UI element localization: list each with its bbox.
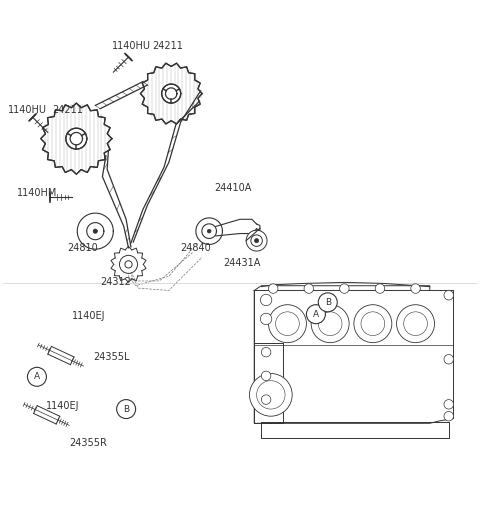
Circle shape bbox=[257, 380, 285, 409]
Text: B: B bbox=[324, 298, 331, 307]
Text: A: A bbox=[313, 310, 319, 319]
Text: 24355L: 24355L bbox=[93, 352, 130, 362]
Circle shape bbox=[411, 284, 420, 293]
Text: 24312: 24312 bbox=[100, 277, 131, 287]
Circle shape bbox=[261, 294, 272, 305]
Text: 1140HU: 1140HU bbox=[112, 41, 151, 51]
Circle shape bbox=[207, 230, 211, 233]
Circle shape bbox=[375, 284, 384, 293]
Circle shape bbox=[311, 304, 349, 343]
Circle shape bbox=[306, 304, 325, 324]
Circle shape bbox=[93, 229, 97, 233]
Circle shape bbox=[354, 304, 392, 343]
Circle shape bbox=[261, 313, 272, 325]
Circle shape bbox=[276, 312, 300, 335]
Circle shape bbox=[444, 400, 454, 409]
Circle shape bbox=[120, 255, 138, 274]
Circle shape bbox=[318, 312, 342, 335]
Circle shape bbox=[404, 312, 427, 335]
Circle shape bbox=[268, 284, 278, 293]
Circle shape bbox=[251, 235, 263, 246]
Circle shape bbox=[340, 284, 349, 293]
Circle shape bbox=[141, 63, 202, 124]
Text: 1140HU: 1140HU bbox=[8, 105, 47, 115]
Circle shape bbox=[304, 284, 313, 293]
Circle shape bbox=[261, 395, 271, 405]
Text: 24410A: 24410A bbox=[214, 183, 252, 193]
Circle shape bbox=[361, 312, 384, 335]
Circle shape bbox=[250, 374, 292, 416]
Circle shape bbox=[125, 261, 132, 268]
Circle shape bbox=[444, 290, 454, 300]
Text: 24431A: 24431A bbox=[223, 258, 261, 268]
Circle shape bbox=[261, 371, 271, 380]
Text: 24211: 24211 bbox=[152, 41, 183, 51]
Text: 1140HM: 1140HM bbox=[17, 188, 58, 198]
Text: B: B bbox=[123, 405, 129, 413]
Circle shape bbox=[261, 347, 271, 357]
Text: 24840: 24840 bbox=[180, 244, 212, 254]
Circle shape bbox=[318, 293, 337, 312]
Circle shape bbox=[246, 230, 267, 251]
Circle shape bbox=[444, 411, 454, 421]
Circle shape bbox=[254, 238, 259, 243]
Circle shape bbox=[268, 304, 306, 343]
Text: 24355R: 24355R bbox=[69, 438, 107, 448]
Circle shape bbox=[41, 103, 111, 174]
Text: 1140EJ: 1140EJ bbox=[46, 401, 79, 411]
Text: 1140EJ: 1140EJ bbox=[72, 311, 105, 321]
Text: 24211: 24211 bbox=[53, 105, 84, 115]
Circle shape bbox=[396, 304, 434, 343]
Circle shape bbox=[444, 355, 454, 364]
Text: A: A bbox=[34, 373, 40, 381]
Text: 24810: 24810 bbox=[67, 244, 97, 254]
